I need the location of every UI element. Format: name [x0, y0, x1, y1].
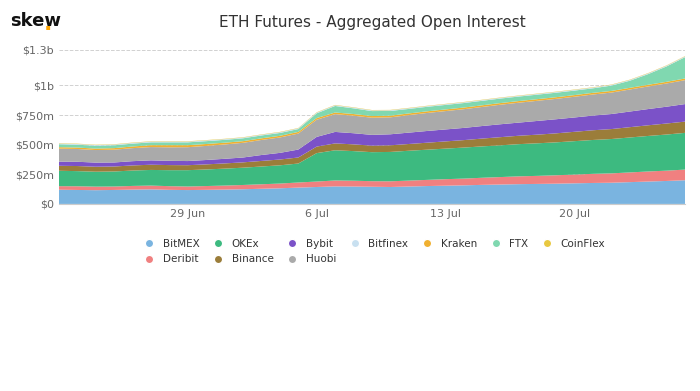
Title: ETH Futures - Aggregated Open Interest: ETH Futures - Aggregated Open Interest	[218, 15, 525, 30]
Text: skew: skew	[10, 12, 62, 30]
Legend: BitMEX, Deribit, OKEx, Binance, Bybit, Huobi, Bitfinex, Kraken, FTX, CoinFlex: BitMEX, Deribit, OKEx, Binance, Bybit, H…	[134, 235, 610, 268]
Text: .: .	[44, 14, 52, 34]
